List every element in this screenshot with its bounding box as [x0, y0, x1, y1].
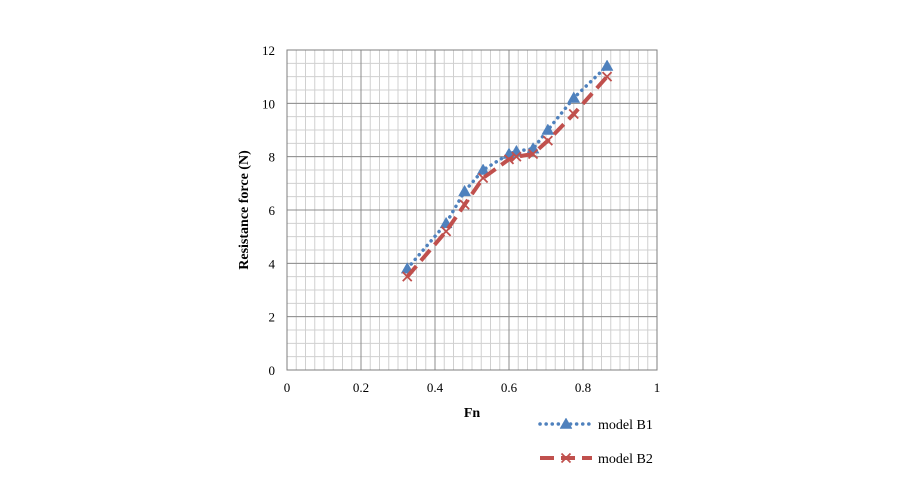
x-marker-stroke — [568, 108, 579, 120]
x-marker-stroke — [459, 199, 470, 210]
x-tick-label: 0.6 — [501, 380, 518, 395]
x-marker-stroke — [477, 172, 489, 184]
legend-swatch-model-b1 — [538, 417, 594, 429]
x-tick-label: 0 — [284, 380, 291, 395]
x-marker-stroke — [511, 151, 522, 162]
series-layer — [400, 59, 614, 282]
plot-area-frame — [286, 49, 658, 371]
data-point-model-b2 — [601, 71, 613, 82]
x-marker-stroke — [402, 271, 413, 282]
data-point-model-b2 — [503, 154, 515, 165]
y-axis-title: Resistance force (N) — [237, 150, 252, 270]
data-point-model-b1 — [600, 59, 614, 71]
data-point-model-b1 — [567, 91, 581, 103]
x-marker-stroke — [542, 135, 553, 146]
legend-marker — [560, 452, 572, 464]
y-tick-label: 4 — [269, 256, 276, 271]
x-tick-label: 0.2 — [353, 380, 369, 395]
series-line-model-b1 — [405, 64, 609, 271]
x-axis-tick-labels: 0 0.2 0.4 0.6 0.8 1 — [284, 380, 661, 395]
data-point-model-b1 — [476, 163, 490, 175]
legend: model B1 model B2 — [538, 417, 653, 467]
x-marker-stroke — [503, 154, 515, 165]
y-tick-label: 6 — [269, 203, 276, 218]
series-line-model-b2 — [405, 75, 609, 278]
legend-swatch-model-b2 — [540, 452, 592, 464]
x-marker-stroke — [601, 71, 613, 82]
y-tick-label: 0 — [269, 363, 276, 378]
y-tick-label: 2 — [269, 310, 276, 325]
data-point-model-b2 — [440, 226, 452, 237]
data-point-model-b1 — [458, 184, 472, 197]
series-model-b1 — [400, 59, 614, 274]
data-point-model-b1 — [541, 123, 555, 135]
data-point-model-b2 — [402, 271, 413, 282]
y-tick-label: 12 — [262, 43, 275, 58]
legend-marker — [559, 417, 573, 429]
legend-label-model-b2: model B2 — [598, 452, 653, 467]
y-tick-label: 10 — [262, 96, 275, 111]
series-model-b2 — [402, 71, 613, 282]
legend-item-model-b1: model B1 — [538, 417, 653, 433]
data-point-model-b2 — [542, 135, 553, 146]
data-point-model-b2 — [477, 172, 489, 184]
x-tick-label: 1 — [654, 380, 661, 395]
data-point-model-b2 — [459, 199, 470, 210]
data-point-model-b2 — [568, 108, 579, 120]
y-axis-tick-labels: 0 2 4 6 8 10 12 — [262, 43, 276, 378]
x-marker-stroke — [440, 226, 452, 237]
x-axis-title: Fn — [464, 406, 481, 421]
data-point-model-b2 — [527, 148, 539, 160]
data-point-model-b2 — [511, 151, 522, 162]
x-marker-stroke — [560, 452, 572, 464]
y-tick-label: 8 — [269, 150, 276, 165]
legend-item-model-b2: model B2 — [540, 452, 653, 467]
x-marker-stroke — [527, 148, 539, 160]
legend-label-model-b1: model B1 — [598, 418, 653, 433]
x-tick-label: 0.8 — [575, 380, 591, 395]
x-tick-label: 0.4 — [427, 380, 444, 395]
